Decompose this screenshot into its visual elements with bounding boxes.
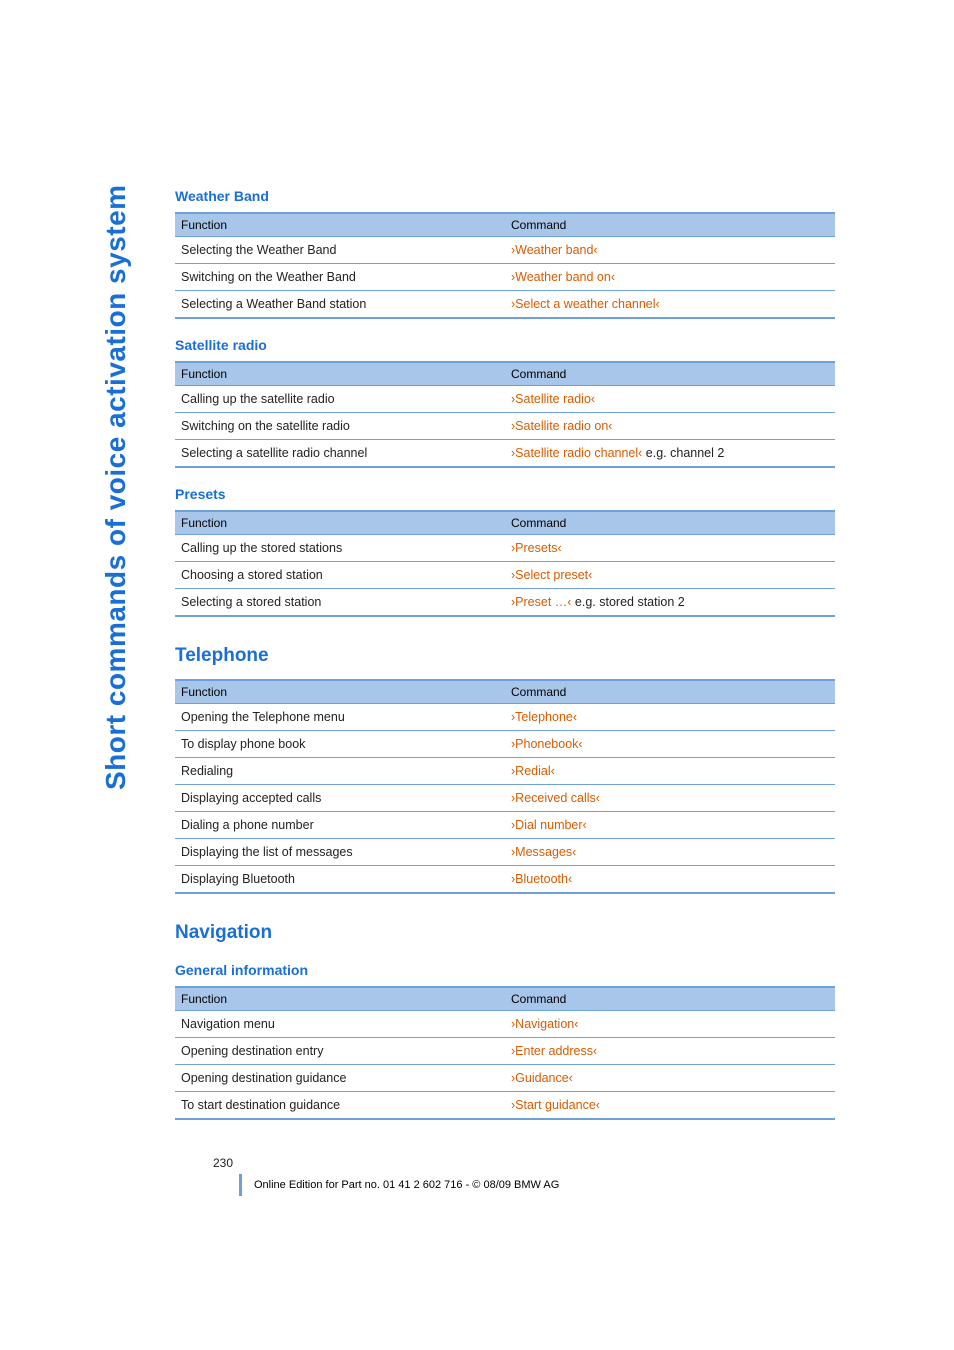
command-cell: ›Start guidance‹	[505, 1092, 835, 1120]
side-vertical-label: Short commands of voice activation syste…	[100, 184, 132, 790]
command-cell: ›Weather band‹	[505, 237, 835, 264]
table-row: Displaying the list of messages›Messages…	[175, 839, 835, 866]
command-table: FunctionCommandNavigation menu›Navigatio…	[175, 986, 835, 1120]
command-cell: ›Select a weather channel‹	[505, 291, 835, 319]
table-row: Calling up the satellite radio›Satellite…	[175, 386, 835, 413]
table-header-cell: Function	[175, 213, 505, 237]
table-row: Switching on the Weather Band›Weather ba…	[175, 264, 835, 291]
function-cell: Displaying the list of messages	[175, 839, 505, 866]
table-row: Dialing a phone number›Dial number‹	[175, 812, 835, 839]
table-row: Selecting a Weather Band station›Select …	[175, 291, 835, 319]
function-cell: Choosing a stored station	[175, 562, 505, 589]
subsection-heading: Weather Band	[175, 188, 835, 204]
function-cell: Displaying Bluetooth	[175, 866, 505, 894]
function-cell: Switching on the Weather Band	[175, 264, 505, 291]
command-cell: ›Satellite radio on‹	[505, 413, 835, 440]
command-cell: ›Redial‹	[505, 758, 835, 785]
table-header-cell: Command	[505, 213, 835, 237]
table-header-cell: Function	[175, 362, 505, 386]
page-number: 230	[175, 1126, 834, 1174]
function-cell: Calling up the satellite radio	[175, 386, 505, 413]
command-cell: ›Weather band on‹	[505, 264, 835, 291]
function-cell: Selecting a Weather Band station	[175, 291, 505, 319]
subsection-heading: Satellite radio	[175, 337, 835, 353]
function-cell: Opening the Telephone menu	[175, 704, 505, 731]
function-cell: Selecting a stored station	[175, 589, 505, 617]
command-cell: ›Select preset‹	[505, 562, 835, 589]
command-cell: ›Navigation‹	[505, 1011, 835, 1038]
function-cell: Selecting the Weather Band	[175, 237, 505, 264]
table-header-cell: Command	[505, 680, 835, 704]
table-row: Selecting the Weather Band›Weather band‹	[175, 237, 835, 264]
table-row: Selecting a stored station›Preset …‹ e.g…	[175, 589, 835, 617]
command-table: FunctionCommandSelecting the Weather Ban…	[175, 212, 835, 319]
table-row: Switching on the satellite radio›Satelli…	[175, 413, 835, 440]
function-cell: Calling up the stored stations	[175, 535, 505, 562]
command-cell: ›Enter address‹	[505, 1038, 835, 1065]
command-cell: ›Preset …‹ e.g. stored station 2	[505, 589, 835, 617]
command-cell: ›Presets‹	[505, 535, 835, 562]
table-row: Opening destination guidance›Guidance‹	[175, 1065, 835, 1092]
command-cell: ›Telephone‹	[505, 704, 835, 731]
table-row: Opening the Telephone menu›Telephone‹	[175, 704, 835, 731]
command-cell: ›Guidance‹	[505, 1065, 835, 1092]
table-header-cell: Command	[505, 511, 835, 535]
subsection-heading: General information	[175, 962, 835, 978]
table-row: To display phone book›Phonebook‹	[175, 731, 835, 758]
function-cell: Selecting a satellite radio channel	[175, 440, 505, 468]
table-row: Displaying accepted calls›Received calls…	[175, 785, 835, 812]
function-cell: To start destination guidance	[175, 1092, 505, 1120]
table-row: Selecting a satellite radio channel›Sate…	[175, 440, 835, 468]
subsection-heading: Presets	[175, 486, 835, 502]
table-header-cell: Function	[175, 511, 505, 535]
function-cell: Switching on the satellite radio	[175, 413, 505, 440]
command-cell: ›Bluetooth‹	[505, 866, 835, 894]
table-row: Displaying Bluetooth›Bluetooth‹	[175, 866, 835, 894]
command-cell: ›Dial number‹	[505, 812, 835, 839]
command-table: FunctionCommandCalling up the satellite …	[175, 361, 835, 468]
table-row: Navigation menu›Navigation‹	[175, 1011, 835, 1038]
table-header-cell: Command	[505, 987, 835, 1011]
function-cell: Navigation menu	[175, 1011, 505, 1038]
table-row: Choosing a stored station›Select preset‹	[175, 562, 835, 589]
function-cell: Displaying accepted calls	[175, 785, 505, 812]
function-cell: Redialing	[175, 758, 505, 785]
table-row: Calling up the stored stations›Presets‹	[175, 535, 835, 562]
table-row: Redialing›Redial‹	[175, 758, 835, 785]
command-cell: ›Phonebook‹	[505, 731, 835, 758]
function-cell: Opening destination guidance	[175, 1065, 505, 1092]
table-row: Opening destination entry›Enter address‹	[175, 1038, 835, 1065]
table-row: To start destination guidance›Start guid…	[175, 1092, 835, 1120]
table-header-cell: Function	[175, 680, 505, 704]
command-cell: ›Messages‹	[505, 839, 835, 866]
section-heading: Telephone	[175, 645, 835, 667]
function-cell: Opening destination entry	[175, 1038, 505, 1065]
function-cell: Dialing a phone number	[175, 812, 505, 839]
table-header-cell: Function	[175, 987, 505, 1011]
command-cell: ›Satellite radio‹	[505, 386, 835, 413]
function-cell: To display phone book	[175, 731, 505, 758]
command-cell: ›Received calls‹	[505, 785, 835, 812]
command-table: FunctionCommandOpening the Telephone men…	[175, 679, 835, 894]
command-table: FunctionCommandCalling up the stored sta…	[175, 510, 835, 617]
command-cell: ›Satellite radio channel‹ e.g. channel 2	[505, 440, 835, 468]
table-header-cell: Command	[505, 362, 835, 386]
page-content: Weather BandFunctionCommandSelecting the…	[175, 188, 835, 1120]
footer-text: Online Edition for Part no. 01 41 2 602 …	[254, 1179, 559, 1191]
section-heading: Navigation	[175, 922, 835, 944]
